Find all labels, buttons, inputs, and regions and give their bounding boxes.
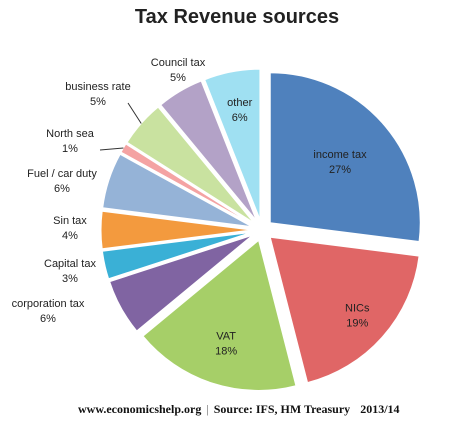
slice-percent-council-tax: 5% <box>170 72 186 84</box>
pie-slice-vat <box>142 239 297 391</box>
slice-percent-income-tax: 27% <box>329 164 351 176</box>
pie-slice-nics <box>269 236 420 384</box>
pie-slice-fuel-car-duty <box>102 153 252 228</box>
slice-percent-fuel-car-duty: 6% <box>54 183 70 195</box>
leader-line-business-rate <box>127 102 142 124</box>
pie-slice-council-tax <box>160 80 257 221</box>
pie-slice-north-sea <box>120 143 253 225</box>
slice-label-vat: VAT <box>216 330 236 342</box>
pie-slice-sin-tax <box>100 210 252 250</box>
slice-label-fuel-car-duty: Fuel / car duty <box>27 168 97 180</box>
pie-slice-income-tax <box>269 72 421 243</box>
slice-percent-vat: 18% <box>215 345 237 357</box>
pie-slice-business-rate <box>126 106 255 224</box>
pie-slice-corporation-tax <box>109 234 253 332</box>
slice-label-other: other <box>227 97 252 109</box>
slice-label-capital-tax: Capital tax <box>44 258 96 270</box>
slice-percent-business-rate: 5% <box>90 96 106 108</box>
slice-percent-capital-tax: 3% <box>62 273 78 285</box>
slice-percent-other: 6% <box>232 112 248 124</box>
pie-slice-capital-tax <box>101 231 252 280</box>
slice-percent-corporation-tax: 6% <box>40 313 56 325</box>
pie-slice-other <box>204 68 261 220</box>
slice-label-corporation-tax: corporation tax <box>12 298 85 310</box>
slice-label-nics: NICs <box>345 303 370 315</box>
chart-footer: www.economicshelp.org | Source: IFS, HM Tr… <box>78 402 400 416</box>
leader-line-north-sea <box>99 147 124 151</box>
slice-label-income-tax: income tax <box>313 149 367 161</box>
footer-source: Source: IFS, HM Treasury <box>213 402 351 416</box>
slice-percent-nics: 19% <box>346 318 368 330</box>
slice-label-business-rate: business rate <box>65 81 130 93</box>
slice-percent-sin-tax: 4% <box>62 230 78 242</box>
footer-website: www.economicshelp.org <box>78 402 202 416</box>
slice-label-north-sea: North sea <box>46 128 95 140</box>
chart-title: Tax Revenue sources <box>134 6 340 28</box>
slice-percent-north-sea: 1% <box>62 143 78 155</box>
footer-year: 2013/14 <box>360 402 400 416</box>
slice-label-council-tax: Council tax <box>151 57 206 69</box>
slice-label-sin-tax: Sin tax <box>53 215 87 227</box>
